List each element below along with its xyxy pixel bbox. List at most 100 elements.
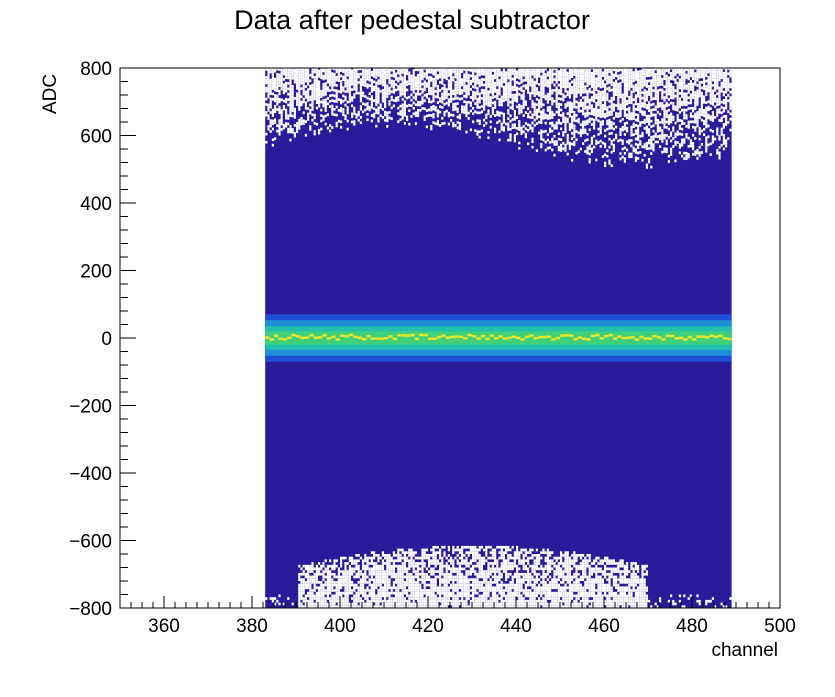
- sparse-cell: [469, 589, 472, 592]
- sparse-cell: [362, 567, 365, 571]
- sparse-cell: [540, 99, 543, 103]
- sparse-cell: [300, 65, 303, 69]
- sparse-cell: [562, 114, 565, 118]
- sparse-cell: [588, 594, 591, 598]
- sparse-cell: [278, 122, 281, 125]
- sparse-cell: [447, 567, 450, 571]
- sparse-cell: [324, 599, 327, 603]
- sparse-cell: [546, 82, 549, 85]
- sparse-cell: [282, 86, 285, 89]
- sparse-cell: [430, 127, 433, 131]
- sparse-cell: [612, 599, 615, 603]
- sparse-cell: [410, 98, 413, 102]
- sparse-cell: [476, 583, 479, 587]
- sparse-cell: [276, 81, 279, 84]
- sparse-cell: [362, 91, 365, 95]
- sparse-cell: [476, 119, 479, 123]
- sparse-cell: [485, 67, 488, 71]
- sparse-cell: [575, 68, 578, 71]
- sparse-cell: [483, 597, 486, 600]
- sparse-cell: [516, 567, 519, 571]
- sparse-cell: [351, 567, 354, 571]
- sparse-cell: [480, 594, 483, 598]
- sparse-cell: [351, 82, 354, 86]
- sparse-cell: [485, 78, 488, 82]
- sparse-cell: [538, 115, 541, 119]
- sparse-cell: [346, 73, 349, 77]
- sparse-cell: [410, 583, 413, 587]
- sparse-cell: [423, 562, 426, 565]
- sparse-cell: [287, 103, 290, 107]
- sparse-cell: [432, 545, 435, 549]
- sparse-cell: [474, 129, 477, 132]
- sparse-cell: [441, 597, 444, 600]
- sparse-cell: [538, 605, 541, 608]
- sparse-cell: [472, 554, 475, 557]
- sparse-cell: [516, 91, 519, 95]
- sparse-cell: [324, 71, 327, 75]
- sparse-cell: [500, 599, 503, 603]
- sparse-cell: [419, 599, 422, 603]
- sparse-cell: [535, 108, 538, 112]
- sparse-cell: [564, 149, 567, 152]
- sparse-cell: [384, 91, 387, 95]
- sparse-cell: [494, 71, 497, 74]
- sparse-cell: [617, 583, 620, 587]
- sparse-cell: [487, 136, 490, 140]
- sparse-cell: [463, 76, 466, 79]
- sparse-cell: [518, 71, 521, 75]
- sparse-cell: [340, 564, 343, 568]
- sparse-cell: [612, 146, 615, 150]
- sparse-cell: [377, 581, 380, 584]
- sparse-cell: [410, 575, 413, 579]
- sparse-cell: [544, 97, 547, 101]
- sparse-cell: [584, 564, 587, 568]
- sparse-cell: [507, 76, 510, 80]
- sparse-cell: [472, 591, 475, 595]
- sparse-cell: [555, 602, 558, 606]
- sparse-cell: [476, 602, 479, 606]
- sparse-cell: [333, 567, 336, 571]
- sparse-cell: [557, 556, 560, 560]
- sparse-cell: [542, 95, 545, 99]
- sparse-cell: [417, 84, 420, 88]
- sparse-cell: [430, 602, 433, 606]
- sparse-cell: [377, 100, 380, 104]
- sparse-cell: [351, 96, 354, 100]
- sparse-cell: [533, 107, 536, 111]
- sparse-cell: [452, 89, 455, 93]
- sparse-cell: [571, 110, 574, 114]
- sparse-cell: [542, 605, 545, 608]
- sparse-cell: [535, 581, 538, 584]
- sparse-cell: [555, 572, 558, 576]
- sparse-cell: [489, 82, 492, 86]
- sparse-cell: [485, 554, 488, 557]
- sparse-cell: [353, 93, 356, 96]
- sparse-cell: [520, 599, 523, 603]
- sparse-cell: [452, 97, 455, 101]
- sparse-cell: [560, 570, 563, 573]
- sparse-cell: [441, 572, 444, 576]
- sparse-cell: [478, 548, 481, 552]
- sparse-cell: [458, 86, 461, 90]
- sparse-cell: [390, 95, 393, 99]
- sparse-cell: [540, 567, 543, 571]
- sparse-cell: [348, 97, 351, 101]
- sparse-cell: [362, 564, 365, 568]
- sparse-cell: [318, 83, 321, 86]
- sparse-cell: [487, 85, 490, 88]
- sparse-cell: [487, 591, 490, 595]
- sparse-cell: [582, 72, 585, 75]
- sparse-cell: [509, 581, 512, 584]
- sparse-cell: [430, 581, 433, 584]
- sparse-cell: [500, 575, 503, 579]
- sparse-cell: [582, 589, 585, 592]
- sparse-cell: [458, 572, 461, 576]
- sparse-cell: [282, 91, 285, 95]
- sparse-cell: [608, 162, 611, 165]
- sparse-cell: [498, 567, 501, 571]
- sparse-cell: [491, 581, 494, 584]
- sparse-cell: [522, 597, 525, 600]
- sparse-cell: [509, 71, 512, 74]
- sparse-cell: [298, 591, 301, 595]
